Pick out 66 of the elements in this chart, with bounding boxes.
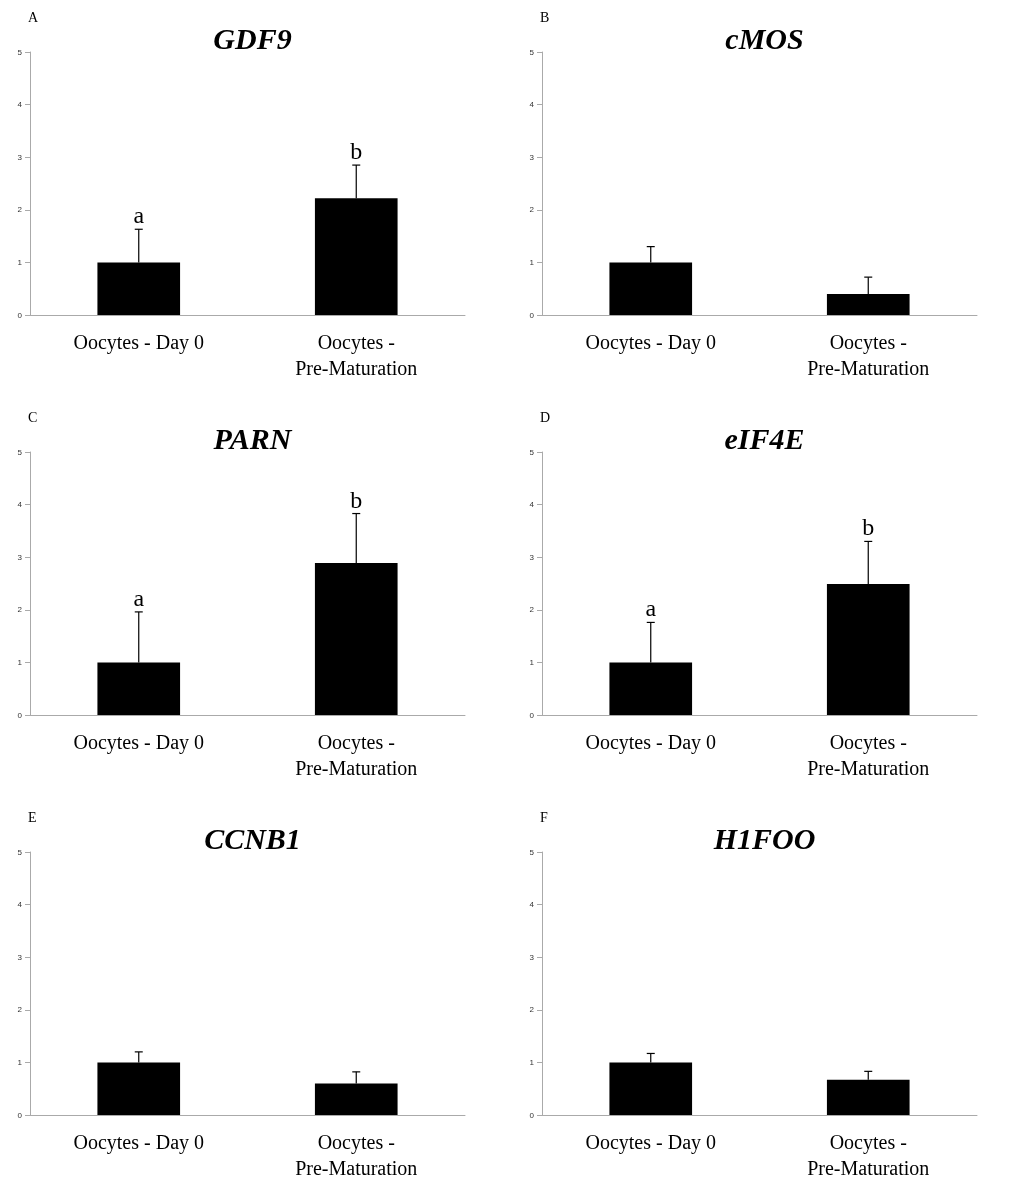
x-tick-label: Oocytes - Day 0	[585, 1131, 717, 1154]
x-tick-label: Oocytes - Day 0	[585, 731, 717, 754]
y-tick-label: 2	[529, 605, 535, 615]
chart-title: CCNB1	[204, 821, 301, 855]
annotation: b	[862, 514, 875, 541]
y-tick-label: 0	[17, 710, 23, 720]
text: B	[540, 9, 550, 25]
y-tick-label: 1	[529, 1057, 535, 1067]
text: E	[28, 809, 37, 825]
y-tick-label: 5	[17, 447, 23, 457]
chart-title: GDF9	[213, 21, 292, 55]
x-tick-label: Oocytes - Day 0	[585, 331, 717, 354]
y-tick-label: 0	[529, 310, 535, 320]
x-tick-label: Oocytes - Pre-Maturation	[295, 331, 418, 379]
chart-title: H1FOO	[712, 821, 816, 855]
y-tick-label: 2	[17, 605, 23, 615]
y-tick-label: 0	[529, 710, 535, 720]
y-tick-label: 2	[17, 1005, 23, 1015]
x-tick-label: Oocytes - Pre-Maturation	[807, 331, 930, 379]
x-tick-label: Oocytes - Pre-Maturation	[295, 731, 418, 779]
y-tick-label: 4	[529, 100, 535, 110]
text: C	[28, 409, 38, 425]
y-tick-label: 1	[529, 657, 535, 667]
y-tick-label: 2	[17, 205, 23, 215]
y-tick-label: 0	[17, 310, 23, 320]
y-tick-label: 2	[529, 205, 535, 215]
y-tick-label: 3	[17, 952, 23, 962]
y-tick-label: 4	[529, 900, 535, 910]
annotation: a	[645, 595, 657, 622]
annotation: b	[350, 138, 363, 165]
text: D	[540, 409, 551, 425]
y-tick-label: 4	[529, 500, 535, 510]
chart-title: cMOS	[725, 21, 804, 55]
y-tick-label: 3	[529, 152, 535, 162]
annotation: a	[133, 202, 145, 229]
y-tick-label: 1	[17, 257, 23, 267]
y-tick-label: 3	[529, 552, 535, 562]
text: A	[28, 9, 39, 25]
y-tick-label: 4	[17, 500, 23, 510]
x-tick-label: Oocytes - Pre-Maturation	[295, 1131, 418, 1179]
chart-title: PARN	[212, 421, 293, 455]
y-tick-label: 1	[17, 657, 23, 667]
y-tick-label: 5	[17, 47, 23, 57]
y-tick-label: 1	[17, 1057, 23, 1067]
text: F	[540, 809, 548, 825]
y-tick-label: 2	[529, 1005, 535, 1015]
y-tick-label: 4	[17, 100, 23, 110]
y-tick-label: 5	[529, 847, 535, 857]
y-tick-label: 3	[529, 952, 535, 962]
y-tick-label: 5	[529, 47, 535, 57]
x-tick-label: Oocytes - Day 0	[73, 331, 205, 354]
x-tick-label: Oocytes - Pre-Maturation	[807, 731, 930, 779]
x-tick-label: Oocytes - Pre-Maturation	[807, 1131, 930, 1179]
y-tick-label: 0	[529, 1110, 535, 1120]
y-tick-label: 1	[529, 257, 535, 267]
y-tick-label: 5	[17, 847, 23, 857]
y-tick-label: 4	[17, 900, 23, 910]
chart-title: eIF4E	[724, 421, 805, 455]
y-tick-label: 5	[529, 447, 535, 457]
annotation: a	[133, 584, 145, 611]
x-tick-label: Oocytes - Day 0	[73, 1131, 205, 1154]
y-tick-label: 0	[17, 1110, 23, 1120]
x-tick-label: Oocytes - Day 0	[73, 731, 205, 754]
annotation: b	[350, 486, 363, 513]
y-tick-label: 3	[17, 552, 23, 562]
y-tick-label: 3	[17, 152, 23, 162]
